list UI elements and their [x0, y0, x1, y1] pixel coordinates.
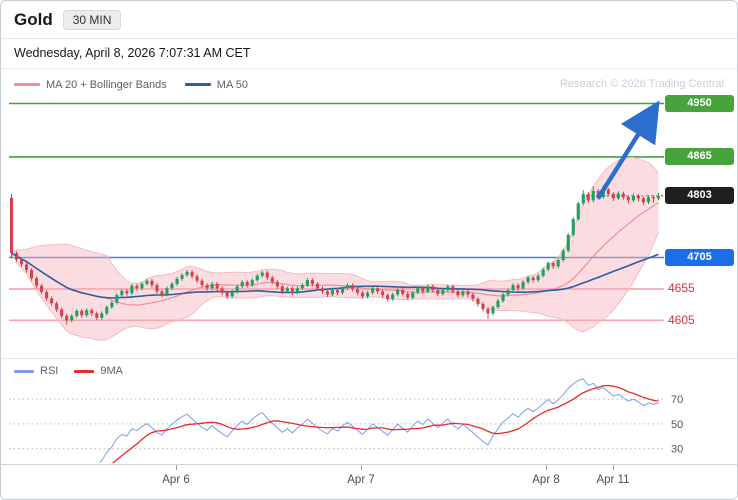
legend-rsi-label: RSI — [40, 365, 59, 377]
rsi-legend: RSI 9MA — [14, 365, 123, 377]
rsi-9ma-line-swatch-icon — [74, 369, 95, 373]
x-axis: Apr 6 Apr 7 Apr 8 Apr 11 — [1, 464, 737, 499]
bollinger-band — [11, 157, 659, 341]
rsi-gridlines: 70 50 30 — [9, 394, 683, 456]
rsi-chart: 70 50 30 — [9, 378, 683, 463]
x-axis-label-apr-8: Apr 8 — [532, 474, 560, 486]
rsi-line — [99, 378, 659, 463]
legend-item-ma20: MA 20 + Bollinger Bands — [14, 79, 167, 91]
page-title: Gold — [14, 9, 53, 29]
watermark: Research © 2026 Trading Central — [559, 78, 724, 90]
ma20-line-swatch-icon — [14, 83, 40, 86]
legend-item-ma50: MA 50 — [184, 78, 248, 91]
price-level-badge-4705: 4705 — [665, 249, 734, 266]
datetime-label: Wednesday, April 8, 2026 7:07:31 AM CET — [1, 39, 737, 69]
x-axis-tick — [613, 465, 614, 470]
price-chart-wrap: 4950 4865 4803 4705 4655 4605 — [1, 95, 737, 358]
x-axis-tick — [176, 465, 177, 470]
legend-ma20-label: MA 20 + Bollinger Bands — [46, 78, 167, 91]
x-axis-tick — [546, 465, 547, 470]
x-axis-label-apr-6: Apr 6 — [162, 474, 190, 486]
legend-item-9ma: 9MA — [74, 365, 123, 377]
x-axis-tick — [361, 465, 362, 470]
rsi-gridline-value: 30 — [671, 444, 683, 456]
rsi-panel: RSI 9MA 70 50 30 — [1, 358, 737, 464]
price-level-label-4605: 4605 — [668, 312, 695, 327]
price-level-label-4655: 4655 — [668, 281, 695, 296]
header: Gold 30 MIN — [1, 1, 737, 39]
timeframe-badge: 30 MIN — [62, 9, 122, 30]
price-level-badge-4865: 4865 — [665, 148, 734, 166]
candles — [10, 185, 660, 325]
ma50-line — [11, 252, 659, 299]
rsi-gridline-value: 70 — [671, 394, 683, 406]
rsi-line-swatch-icon — [14, 369, 34, 373]
price-level-badge-4950: 4950 — [665, 95, 734, 112]
legend-item-rsi: RSI — [14, 365, 58, 377]
rsi-9ma-line — [111, 384, 659, 463]
ma50-line-swatch-icon — [184, 83, 211, 86]
chart-legend: MA 20 + Bollinger Bands MA 50 Research ©… — [1, 69, 737, 96]
price-chart — [9, 100, 664, 341]
x-axis-label-apr-11: Apr 11 — [596, 474, 630, 486]
legend-9ma-label: 9MA — [100, 365, 123, 377]
price-level-badge-4803: 4803 — [665, 187, 734, 205]
legend-ma50-label: MA 50 — [216, 78, 248, 91]
projection-arrow — [596, 100, 660, 200]
rsi-gridline-value: 50 — [671, 419, 683, 431]
x-axis-label-apr-7: Apr 7 — [347, 474, 375, 486]
